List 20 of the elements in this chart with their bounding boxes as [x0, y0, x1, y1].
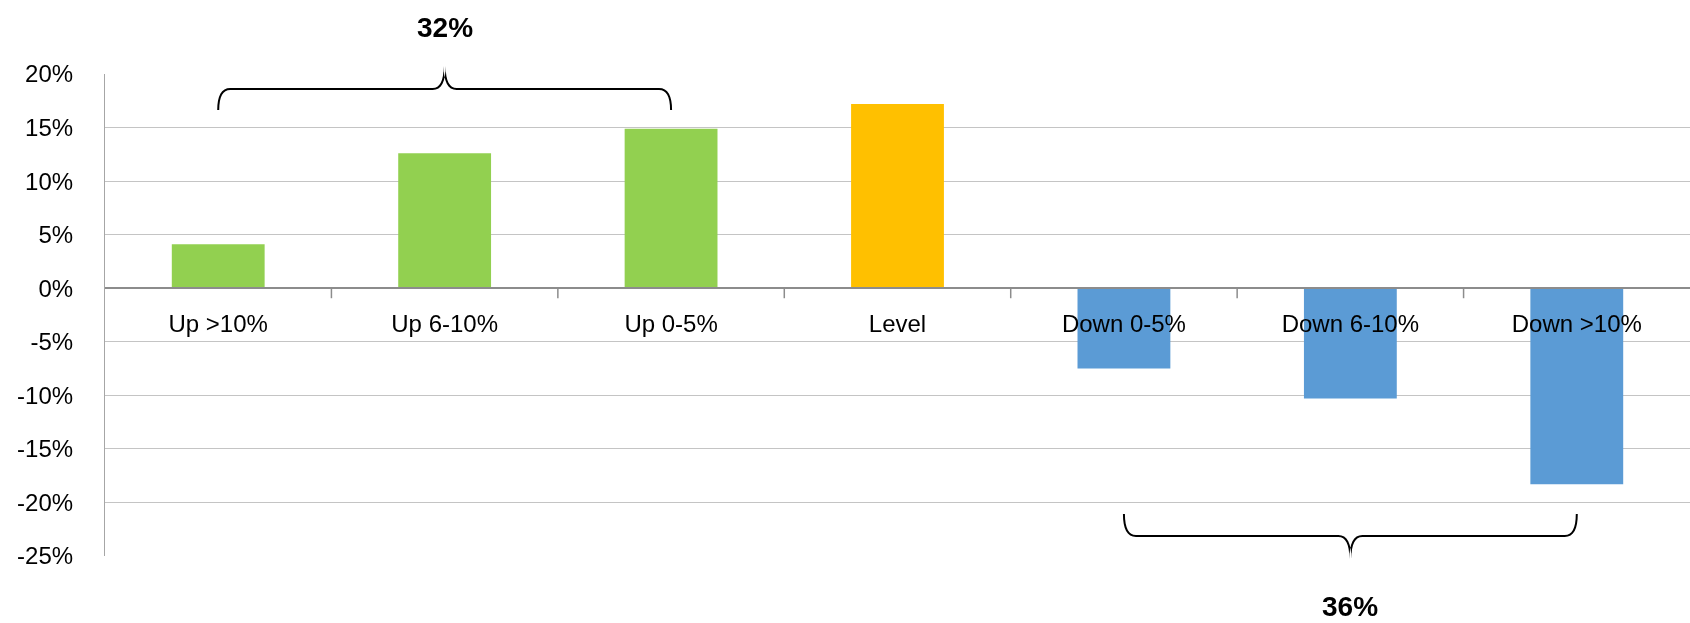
bar	[171, 244, 265, 289]
y-tick-label: 0%	[38, 274, 74, 302]
bar	[851, 103, 944, 289]
y-tick-label: -20%	[17, 488, 74, 516]
bar	[624, 128, 718, 289]
y-tick-label: -5%	[30, 328, 74, 356]
bar	[398, 153, 492, 289]
x-tick-label: Level	[868, 309, 927, 337]
y-tick-label: -10%	[17, 381, 74, 409]
text: 36%	[1322, 591, 1379, 622]
y-tick-label: 5%	[38, 221, 74, 249]
x-tick-label: Up 6-10%	[391, 309, 499, 337]
x-tick-label: Up >10%	[168, 309, 268, 337]
x-tick-label: Up 0-5%	[624, 309, 718, 337]
y-tick-label: 10%	[25, 167, 74, 195]
y-tick-label: -15%	[17, 435, 74, 463]
y-tick-label: 15%	[25, 113, 74, 141]
text: 32%	[417, 12, 474, 43]
y-tick-label: -25%	[17, 542, 74, 570]
y-tick-label: 20%	[25, 60, 74, 88]
